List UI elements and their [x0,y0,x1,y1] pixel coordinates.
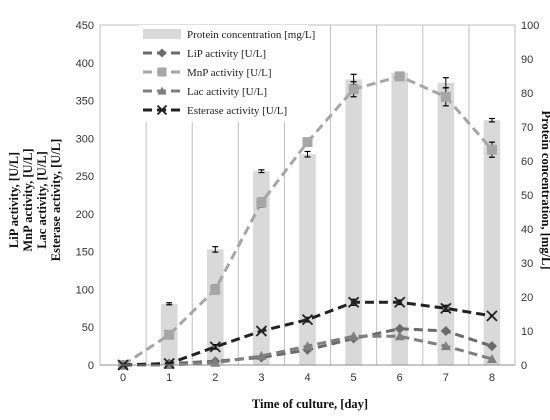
protein-bar [437,82,455,366]
lip-point [394,323,405,334]
x-tick-label: 2 [212,372,218,384]
y-right-tick-label: 20 [521,292,533,304]
esterase-point [255,325,268,337]
y-left-tick-label: 400 [76,58,94,70]
y-left-tick-label: 50 [82,322,94,334]
esterase-point [394,296,406,308]
esterase-point [347,296,360,308]
legend-label-esterase: Esterase activity [U/L] [187,105,287,117]
x-marker-stroke [347,296,360,308]
y-left-tick-label: 300 [76,133,94,145]
legend-marker-lip [157,48,167,58]
protein-bar [253,171,270,365]
y-left-title-lac: Lac activity, [U/L] [35,151,49,249]
lac-point [302,341,313,351]
legend-label-protein: Protein concentration [mg/L] [187,29,315,41]
y-right-tick-label: 60 [521,156,533,168]
lac-point [348,331,359,341]
mnp-point [348,84,359,95]
x-marker-stroke [486,310,498,322]
y-left-tick-label: 350 [76,96,94,108]
mnp-point [440,91,451,102]
y-right-tick-label: 50 [521,190,533,202]
axes: 0501001502002503003504004500102030405060… [76,20,540,384]
legend-label-mnp: MnP activity [U/L] [187,67,272,79]
x-tick-label: 1 [166,372,172,384]
x-marker-stroke [209,341,221,353]
y-right-tick-label: 30 [521,258,533,270]
x-tick-label: 5 [351,372,357,384]
y-right-tick-label: 90 [521,54,533,66]
y-left-title-mnp: MnP activity, [U/L] [21,148,35,251]
legend-label-lip: LiP activity [U/L] [187,48,266,60]
x-marker-stroke [394,296,406,308]
y-right-tick-label: 70 [521,122,533,134]
lip-point [440,326,451,336]
legend-marker-mnp [157,67,167,77]
esterase-point [440,302,452,314]
y-left-title-esterase: Esterase activity, [U/L] [49,139,63,262]
y-right-tick-label: 40 [521,224,533,236]
x-tick-label: 7 [443,372,449,384]
y-right-tick-label: 10 [521,326,533,338]
y-left-title-lip: LiP activity, [U/L] [7,152,21,248]
x-axis-title: Time of culture, [day] [252,397,368,411]
mnp-point [256,197,267,208]
mnp-point [164,329,175,340]
legend-swatch-protein [143,29,181,39]
y-left-tick-label: 100 [76,284,94,296]
lac-point [486,353,497,363]
protein-bar [345,79,362,366]
x-marker-stroke [440,302,452,314]
x-tick-label: 0 [120,372,126,384]
y-left-tick-label: 250 [76,171,94,183]
protein-bar [299,154,316,365]
legend: Protein concentration [mg/L] LiP activity… [139,25,315,122]
esterase-point [486,310,498,322]
protein-bar [206,249,224,365]
mnp-point [302,137,313,148]
y-left-tick-label: 450 [76,20,94,32]
esterase-line [123,300,493,367]
y-left-tick-label: 150 [76,247,94,259]
y-right-axis-title: Protein concentration, [mg/L] [539,110,550,269]
x-marker-stroke [156,104,168,116]
esterase-point [163,357,175,370]
esterase-point [301,314,314,326]
y-right-tick-label: 80 [521,88,533,100]
legend-marker-lac [157,86,167,95]
y-right-tick-label: 0 [521,360,527,372]
mnp-point [394,71,405,82]
x-marker-stroke [301,314,314,326]
lac-point [210,357,221,367]
legend-background [139,25,309,122]
protein-bar [391,72,409,365]
mnp-point [210,284,221,295]
y-left-axis-titles: LiP activity, [U/L] MnP activity, [U/L] … [7,139,63,262]
y-left-tick-label: 200 [76,209,94,221]
legend-label-lac: Lac activity [U/L] [187,86,267,98]
esterase-point [209,341,221,353]
protein-bars [160,72,501,366]
protein-bar [483,120,501,365]
y-right-tick-label: 100 [521,20,539,32]
lac-point [256,350,267,360]
x-tick-label: 4 [304,372,310,384]
mnp-point [486,144,497,155]
lac-point [394,331,405,341]
x-marker-stroke [255,325,268,337]
x-marker-stroke [163,357,175,370]
x-tick-label: 6 [397,372,403,384]
y-left-tick-label: 0 [88,360,94,372]
x-tick-label: 8 [489,372,495,384]
activity-lines [117,71,498,371]
legend-marker-esterase [156,104,168,116]
x-tick-label: 3 [258,372,264,384]
lip-point [486,341,497,352]
lac-point [440,341,451,351]
